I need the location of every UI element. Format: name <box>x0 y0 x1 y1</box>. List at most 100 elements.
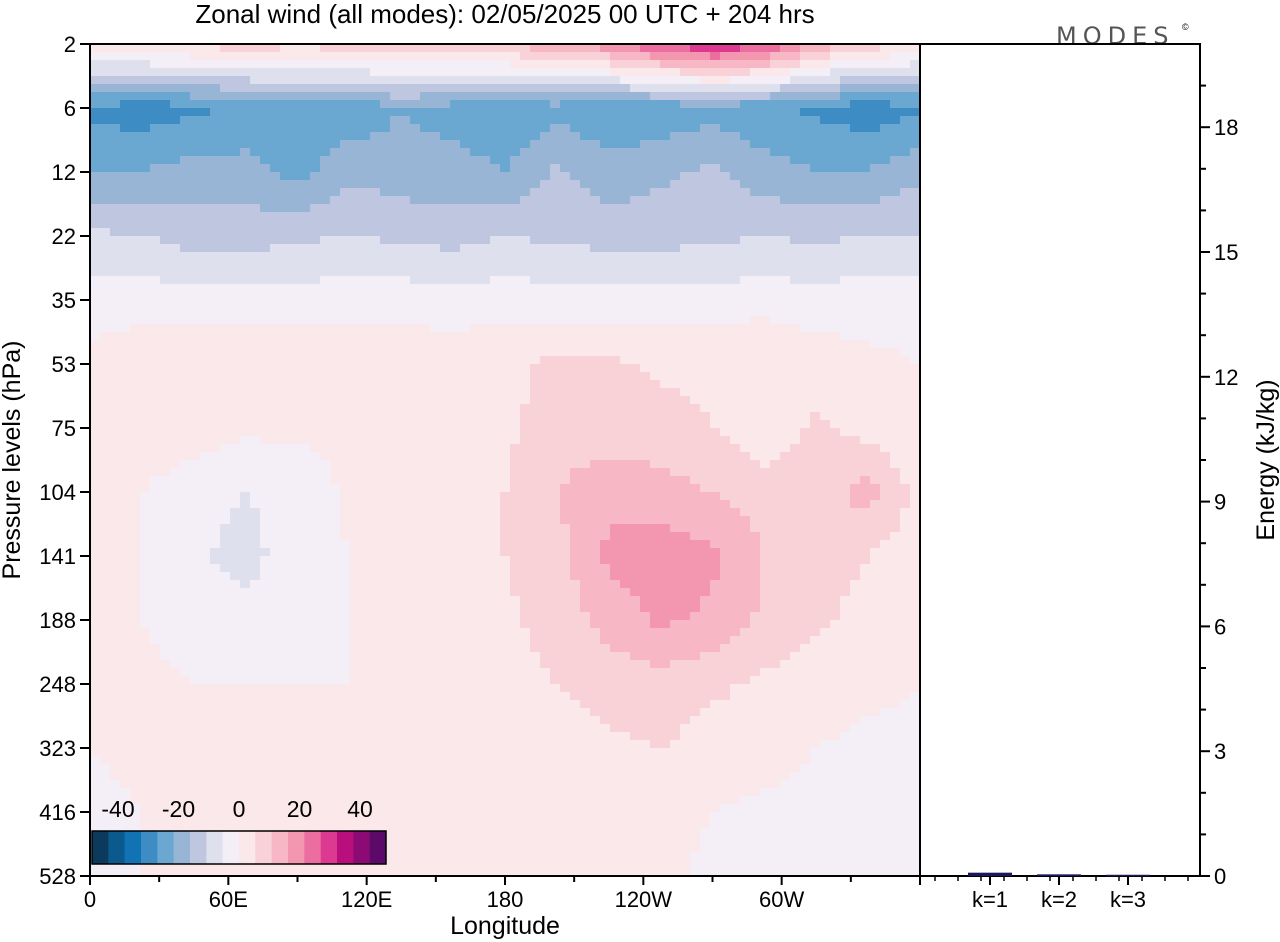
heatmap-cell <box>780 108 791 117</box>
heatmap-cell <box>420 244 431 253</box>
heatmap-cell <box>270 148 281 157</box>
heatmap-cell <box>180 164 191 173</box>
heatmap-cell <box>300 284 311 293</box>
heatmap-cell <box>330 300 341 309</box>
heatmap-cell <box>910 476 920 485</box>
heatmap-cell <box>430 244 441 253</box>
heatmap-cell <box>310 172 321 181</box>
heatmap-cell <box>560 460 571 469</box>
heatmap-cell <box>350 108 361 117</box>
heatmap-cell <box>400 252 411 261</box>
heatmap-cell <box>640 468 651 477</box>
heatmap-cell <box>640 148 651 157</box>
heatmap-cell <box>220 476 231 485</box>
heatmap-cell <box>730 220 741 229</box>
heatmap-cell <box>280 332 291 341</box>
heatmap-cell <box>900 380 911 389</box>
heatmap-cell <box>820 284 831 293</box>
heatmap-cell <box>540 260 551 269</box>
heatmap-cell <box>690 284 701 293</box>
heatmap-cell <box>510 436 521 445</box>
heatmap-cell <box>570 108 581 117</box>
heatmap-cell <box>310 340 321 349</box>
heatmap-cell <box>810 468 821 477</box>
heatmap-cell <box>330 492 341 501</box>
heatmap-cell <box>430 340 441 349</box>
heatmap-cell <box>720 276 731 285</box>
heatmap-cell <box>820 428 831 437</box>
heatmap-cell <box>850 212 861 221</box>
heatmap-cell <box>780 60 791 69</box>
heatmap-cell <box>760 68 771 77</box>
heatmap-cell <box>450 364 461 373</box>
heatmap-cell <box>700 60 711 69</box>
heatmap-cell <box>230 340 241 349</box>
heatmap-cell <box>210 292 221 301</box>
heatmap-cell <box>590 484 601 493</box>
heatmap-cell <box>870 180 881 189</box>
heatmap-cell <box>190 492 201 501</box>
heatmap-cell <box>290 148 301 157</box>
heatmap-cell <box>710 428 721 437</box>
heatmap-cell <box>240 436 251 445</box>
heatmap-cell <box>320 468 331 477</box>
heatmap-cell <box>900 252 911 261</box>
heatmap-cell <box>380 220 391 229</box>
heatmap-cell <box>110 476 121 485</box>
heatmap-cell <box>540 116 551 125</box>
heatmap-cell <box>550 356 561 365</box>
heatmap-cell <box>160 172 171 181</box>
heatmap-cell <box>550 324 561 333</box>
heatmap-cell <box>900 460 911 469</box>
heatmap-cell <box>110 108 121 117</box>
heatmap-cell <box>370 100 381 109</box>
heatmap-cell <box>420 220 431 229</box>
heatmap-cell <box>150 516 161 525</box>
heatmap-cell <box>880 404 891 413</box>
heatmap-cell <box>800 108 811 117</box>
heatmap-cell <box>500 492 511 501</box>
heatmap-cell <box>300 388 311 397</box>
heatmap-cell <box>450 404 461 413</box>
heatmap-cell <box>530 244 541 253</box>
heatmap-cell <box>560 284 571 293</box>
heatmap-cell <box>820 196 831 205</box>
heatmap-cell <box>820 468 831 477</box>
heatmap-cell <box>330 44 341 53</box>
heatmap-cell <box>530 100 541 109</box>
heatmap-cell <box>820 460 831 469</box>
heatmap-cell <box>180 116 191 125</box>
heatmap-cell <box>620 204 631 213</box>
heatmap-cell <box>120 524 131 533</box>
heatmap-cell <box>530 76 541 85</box>
heatmap-cell <box>250 92 261 101</box>
heatmap-cell <box>500 500 511 509</box>
heatmap-cell <box>710 300 721 309</box>
heatmap-cell <box>770 460 781 469</box>
heatmap-cell <box>840 340 851 349</box>
heatmap-cell <box>580 372 591 381</box>
heatmap-cell <box>900 508 911 517</box>
heatmap-cell <box>230 292 241 301</box>
heatmap-cell <box>690 196 701 205</box>
heatmap-cell <box>530 300 541 309</box>
heatmap-cell <box>330 180 341 189</box>
heatmap-cell <box>260 276 271 285</box>
heatmap-cell <box>580 76 591 85</box>
heatmap-cell <box>420 172 431 181</box>
heatmap-cell <box>750 228 761 237</box>
heatmap-cell <box>550 116 561 125</box>
heatmap-cell <box>170 468 181 477</box>
heatmap-cell <box>470 196 481 205</box>
heatmap-cell <box>640 324 651 333</box>
heatmap-cell <box>690 356 701 365</box>
heatmap-cell <box>780 164 791 173</box>
heatmap-cell <box>110 132 121 141</box>
heatmap-cell <box>320 372 331 381</box>
heatmap-cell <box>840 412 851 421</box>
heatmap-cell <box>750 260 761 269</box>
heatmap-cell <box>120 444 131 453</box>
heatmap-cell <box>680 220 691 229</box>
heatmap-cell <box>870 244 881 253</box>
heatmap-cell <box>700 460 711 469</box>
